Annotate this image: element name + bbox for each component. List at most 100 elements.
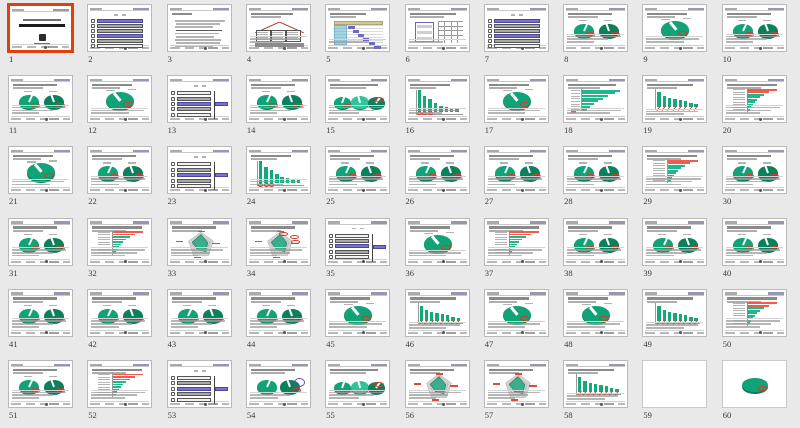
slide-cell-29[interactable]: 29 [642,146,708,212]
slide-thumbnail-34[interactable] [245,217,311,266]
slide-cell-47[interactable]: 47 [483,288,550,355]
slide-cell-26[interactable]: 26 [404,146,471,212]
slide-thumbnail-46[interactable] [404,288,470,337]
slide-thumbnail-52[interactable] [87,360,153,408]
slide-cell-2[interactable]: 2 [87,4,153,70]
slide-thumbnail-44[interactable] [245,288,311,337]
slide-thumbnail-40[interactable] [721,217,787,266]
slide-thumbnail-13[interactable] [166,75,232,124]
slide-cell-54[interactable]: 54 [245,360,312,426]
slide-thumbnail-38[interactable] [563,217,629,266]
slide-thumbnail-33[interactable] [166,217,232,266]
slide-thumbnail-36[interactable] [404,217,470,266]
slide-cell-22[interactable]: 22 [87,146,153,212]
slide-cell-16[interactable]: 16 [404,75,471,141]
slide-cell-21[interactable]: 21 [8,146,74,212]
slide-cell-34[interactable]: 34 [245,217,312,284]
slide-cell-14[interactable]: 14 [245,75,312,141]
slide-thumbnail-1[interactable] [8,4,73,52]
slide-thumbnail-27[interactable] [483,146,549,195]
slide-thumbnail-26[interactable] [404,146,470,195]
slide-thumbnail-58[interactable] [563,360,629,408]
slide-cell-52[interactable]: 52 [87,360,153,426]
slide-cell-31[interactable]: 31 [8,217,74,284]
slide-cell-33[interactable]: 33 [166,217,233,284]
slide-cell-56[interactable]: 56 [404,360,471,426]
slide-cell-20[interactable]: 20 [721,75,788,141]
slide-thumbnail-19[interactable] [642,75,708,124]
slide-cell-58[interactable]: 58 [563,360,629,426]
slide-cell-32[interactable]: 32 [87,217,153,284]
slide-thumbnail-10[interactable] [721,4,787,52]
slide-cell-46[interactable]: 46 [404,288,471,355]
slide-thumbnail-25[interactable] [325,146,391,195]
slide-thumbnail-48[interactable] [563,288,629,337]
slide-cell-27[interactable]: 27 [483,146,550,212]
slide-cell-13[interactable]: 13 [166,75,233,141]
slide-cell-44[interactable]: 44 [245,288,312,355]
slide-cell-1[interactable]: 1 [8,4,74,70]
slide-cell-9[interactable]: 9 [642,4,708,70]
slide-cell-60[interactable]: 60 [721,360,788,426]
slide-thumbnail-12[interactable] [87,75,153,124]
slide-thumbnail-4[interactable] [245,4,311,52]
slide-thumbnail-28[interactable] [563,146,629,195]
slide-cell-49[interactable]: 49 [642,288,708,355]
slide-cell-18[interactable]: 18 [563,75,629,141]
slide-cell-45[interactable]: 45 [325,288,391,355]
slide-thumbnail-11[interactable] [8,75,73,124]
slide-thumbnail-9[interactable] [642,4,708,52]
slide-thumbnail-35[interactable] [325,217,391,266]
slide-cell-42[interactable]: 42 [87,288,153,355]
slide-thumbnail-22[interactable] [87,146,153,195]
slide-thumbnail-59[interactable] [642,360,708,408]
slide-cell-41[interactable]: 41 [8,288,74,355]
slide-thumbnail-43[interactable] [166,288,232,337]
slide-cell-10[interactable]: 10 [721,4,788,70]
slide-thumbnail-15[interactable] [325,75,391,124]
slide-thumbnail-14[interactable] [245,75,311,124]
slide-cell-30[interactable]: 30 [721,146,788,212]
slide-cell-5[interactable]: 5 [325,4,391,70]
slide-thumbnail-17[interactable] [483,75,549,124]
slide-thumbnail-56[interactable] [404,360,470,408]
slide-thumbnail-42[interactable] [87,288,153,337]
slide-cell-38[interactable]: 38 [563,217,629,284]
slide-thumbnail-51[interactable] [8,360,73,408]
slide-thumbnail-23[interactable] [166,146,232,195]
slide-thumbnail-60[interactable] [721,360,787,408]
slide-cell-6[interactable]: 6 [404,4,471,70]
slide-cell-3[interactable]: 3 [166,4,233,70]
slide-cell-37[interactable]: 37 [483,217,550,284]
slide-cell-19[interactable]: 19 [642,75,708,141]
slide-cell-12[interactable]: 12 [87,75,153,141]
slide-thumbnail-37[interactable] [483,217,549,266]
slide-thumbnail-30[interactable] [721,146,787,195]
slide-cell-40[interactable]: 40 [721,217,788,284]
slide-cell-17[interactable]: 17 [483,75,550,141]
slide-thumbnail-2[interactable] [87,4,153,52]
slide-cell-11[interactable]: 11 [8,75,74,141]
slide-thumbnail-49[interactable] [642,288,708,337]
slide-cell-15[interactable]: 15 [325,75,391,141]
slide-cell-48[interactable]: 48 [563,288,629,355]
slide-cell-57[interactable]: 57 [483,360,550,426]
slide-thumbnail-6[interactable] [404,4,470,52]
slide-cell-53[interactable]: 53 [166,360,233,426]
slide-thumbnail-24[interactable] [245,146,311,195]
slide-cell-8[interactable]: 8 [563,4,629,70]
slide-cell-7[interactable]: 7 [483,4,550,70]
slide-thumbnail-3[interactable] [166,4,232,52]
slide-cell-28[interactable]: 28 [563,146,629,212]
slide-thumbnail-45[interactable] [325,288,391,337]
slide-cell-51[interactable]: 51 [8,360,74,426]
slide-thumbnail-57[interactable] [483,360,549,408]
slide-thumbnail-54[interactable] [245,360,311,408]
slide-thumbnail-39[interactable] [642,217,708,266]
slide-cell-25[interactable]: 25 [325,146,391,212]
slide-thumbnail-5[interactable] [325,4,391,52]
slide-thumbnail-32[interactable] [87,217,153,266]
slide-thumbnail-21[interactable] [8,146,73,195]
slide-cell-43[interactable]: 43 [166,288,233,355]
